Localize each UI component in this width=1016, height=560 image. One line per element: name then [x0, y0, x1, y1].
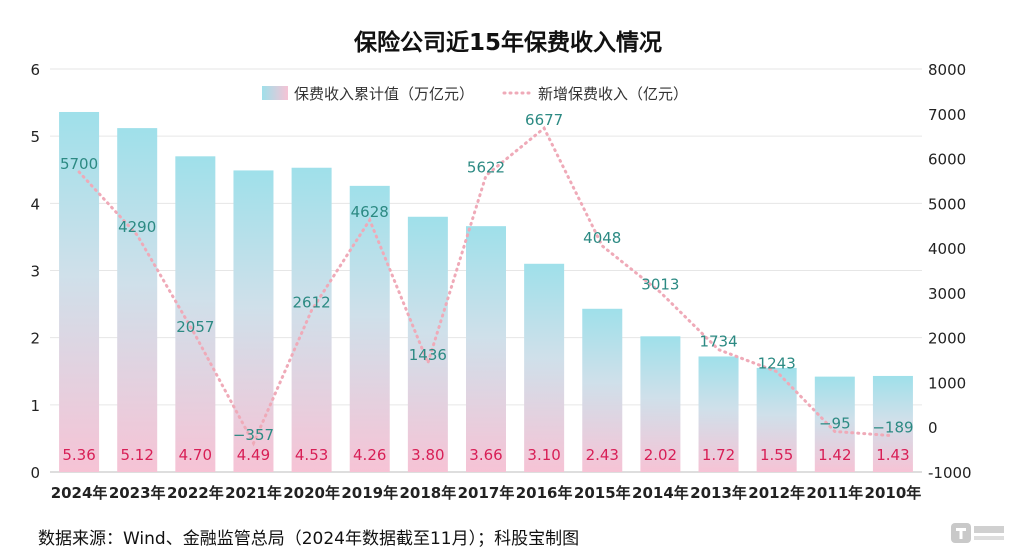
bar-value-label: 1.55 [760, 446, 793, 464]
left-tick-label: 1 [30, 397, 40, 415]
bar [175, 156, 216, 473]
legend-bar-swatch [262, 86, 288, 100]
bar-value-label: 5.36 [62, 446, 95, 464]
legend: 保费收入累计值（万亿元） 新增保费收入（亿元） [262, 85, 688, 103]
bar-value-label: 4.26 [353, 446, 386, 464]
bar-value-label: 3.80 [411, 446, 444, 464]
bar-value-label: 1.43 [876, 446, 909, 464]
bar [291, 167, 332, 473]
bar [756, 367, 797, 472]
line-labels: 5700 4290 2057 −357 2612 4628 1436 5622 6677 4048… [60, 111, 914, 444]
legend-bar-label: 保费收入累计值（万亿元） [294, 85, 474, 103]
x-tick-label: 2013年 [690, 484, 747, 502]
bar [117, 128, 158, 472]
line-value-label: 2612 [293, 293, 331, 311]
bar [582, 308, 623, 472]
line-value-label: 2057 [176, 318, 214, 336]
left-tick-label: 4 [30, 195, 40, 213]
x-tick-label: 2019年 [341, 484, 398, 502]
bar [524, 263, 565, 472]
bar-value-label: 4.49 [237, 446, 270, 464]
line-value-label: −95 [819, 414, 851, 432]
left-tick-label: 6 [30, 61, 40, 79]
right-tick-label: 1000 [928, 374, 966, 392]
bar-value-label: 2.02 [644, 446, 677, 464]
right-tick-label: 8000 [928, 61, 966, 79]
bar [698, 356, 739, 472]
bar [466, 226, 506, 472]
bar-value-label: 4.53 [295, 446, 328, 464]
bar-series [59, 111, 913, 473]
bar-labels: 5.36 5.12 4.70 4.49 4.53 4.26 3.80 3.66 3.10 2.43… [62, 446, 909, 464]
left-tick-label: 2 [30, 330, 40, 348]
bar [814, 376, 855, 472]
right-tick-label: -1000 [928, 464, 972, 482]
bar [349, 185, 390, 472]
bar-value-label: 1.42 [818, 446, 851, 464]
x-tick-label: 2017年 [458, 484, 515, 502]
bar-value-label: 3.10 [527, 446, 560, 464]
right-tick-label: 5000 [928, 195, 966, 213]
chart-title: 保险公司近15年保费收入情况 [353, 29, 662, 56]
line-value-label: −189 [872, 419, 913, 437]
line-value-label: 1243 [758, 355, 796, 373]
x-tick-label: 2015年 [574, 484, 631, 502]
x-tick-label: 2023年 [109, 484, 166, 502]
bar-value-label: 3.66 [469, 446, 502, 464]
line-value-label: 5622 [467, 158, 505, 176]
x-tick-label: 2020年 [283, 484, 340, 502]
bar [640, 336, 681, 472]
right-tick-label: 6000 [928, 151, 966, 169]
line-value-label: 4628 [351, 203, 389, 221]
x-tick-label: 2022年 [167, 484, 224, 502]
x-tick-label: 2021年 [225, 484, 282, 502]
right-tick-label: 2000 [928, 330, 966, 348]
line-value-label: −357 [233, 426, 274, 444]
line-value-label: 5700 [60, 155, 98, 173]
x-tick-label: 2024年 [51, 484, 108, 502]
x-tick-label: 2016年 [516, 484, 573, 502]
line-value-label: 1734 [699, 333, 737, 351]
x-tick-label: 2014年 [632, 484, 689, 502]
right-tick-label: 3000 [928, 285, 966, 303]
bar-value-label: 1.72 [702, 446, 735, 464]
bar [872, 375, 913, 472]
line-value-label: 3013 [641, 275, 679, 293]
x-tick-label: 2012年 [748, 484, 805, 502]
tmtpost-logo-icon [950, 520, 1006, 548]
line-series [77, 125, 895, 447]
left-tick-label: 5 [30, 128, 40, 146]
left-axis: 0 1 2 3 4 5 6 [30, 61, 40, 482]
x-tick-label: 2011年 [806, 484, 863, 502]
source-note: 数据来源：Wind、金融监管总局（2024年数据截至11月）；科股宝制图 [38, 529, 580, 549]
bar [233, 170, 274, 472]
right-axis: -1000 0 1000 2000 3000 4000 5000 6000 7000 8000 [928, 61, 972, 482]
bar [407, 216, 448, 472]
left-tick-label: 3 [30, 263, 40, 281]
x-tick-label: 2018年 [399, 484, 456, 502]
bar-value-label: 2.43 [586, 446, 619, 464]
right-tick-label: 7000 [928, 106, 966, 124]
line-path [77, 125, 895, 447]
right-tick-label: 4000 [928, 240, 966, 258]
x-tick-label: 2010年 [865, 484, 922, 502]
line-value-label: 4048 [583, 229, 621, 247]
line-value-label: 1436 [409, 346, 447, 364]
bar-value-label: 4.70 [179, 446, 212, 464]
right-tick-label: 0 [928, 419, 938, 437]
line-value-label: 6677 [525, 111, 563, 129]
line-value-label: 4290 [118, 218, 156, 236]
legend-line-label: 新增保费收入（亿元） [538, 85, 688, 103]
left-tick-label: 0 [30, 464, 40, 482]
x-axis: 2024年 2023年 2022年 2021年 2020年 2019年 2018年 2017年… [51, 484, 922, 502]
bar-value-label: 5.12 [120, 446, 153, 464]
